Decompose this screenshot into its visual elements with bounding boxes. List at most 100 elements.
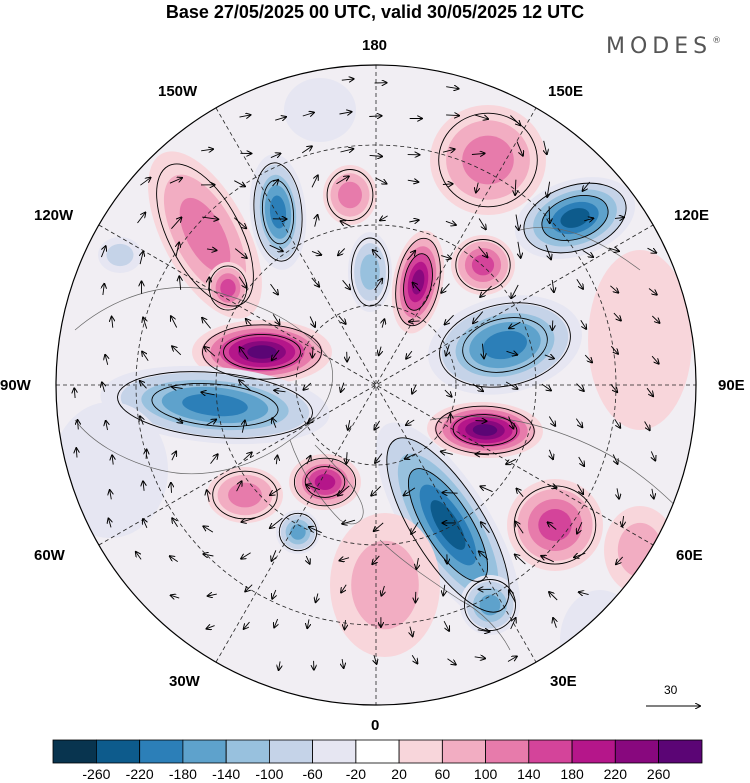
wind-vector-arrow — [545, 244, 551, 259]
wind-vector-arrow — [373, 250, 382, 260]
wind-vector-arrow — [511, 284, 519, 298]
wind-vector-arrow — [447, 658, 456, 665]
map-title: Base 27/05/2025 00 UTC, valid 30/05/2025… — [165, 2, 585, 22]
contour-line — [462, 317, 548, 373]
wind-vector-arrow — [270, 517, 283, 528]
wind-vector-arrow — [577, 522, 583, 533]
wind-vector-arrow — [143, 519, 147, 528]
wind-vector-arrow — [311, 277, 319, 287]
wind-vector-arrow — [203, 554, 214, 556]
wind-vector-arrow — [207, 490, 210, 502]
anomaly-region — [360, 254, 380, 290]
wind-vector-arrow — [576, 383, 584, 391]
wind-vector-arrow — [509, 321, 521, 328]
wind-vector-arrow — [369, 116, 381, 117]
colorbar-cell — [312, 739, 357, 764]
wind-vector-arrow — [274, 618, 277, 627]
wind-vector-arrow — [482, 343, 484, 359]
wind-vector-arrow — [143, 481, 144, 491]
wind-vector-arrow — [341, 79, 354, 80]
contour-line — [395, 237, 441, 327]
wind-vector-arrow — [140, 178, 150, 186]
wind-vector-arrow — [171, 483, 172, 493]
wind-vector-arrow — [315, 215, 318, 227]
wind-vector-arrow — [175, 418, 182, 423]
wind-vector-arrow — [74, 388, 75, 399]
wind-vector-arrow — [614, 218, 624, 219]
coastline-europe — [379, 539, 511, 651]
wind-vector-arrow — [103, 284, 104, 296]
wind-vector-arrow — [338, 315, 346, 324]
colorbar-cell — [528, 739, 573, 764]
wind-vector-arrow — [515, 179, 516, 195]
wind-vector-arrow — [245, 584, 253, 592]
wind-vector-arrow — [172, 518, 178, 527]
wind-vector-arrow — [480, 486, 493, 493]
wind-vector-arrow — [444, 389, 452, 397]
wind-vector-arrow — [647, 247, 657, 253]
wind-vector-arrow — [176, 243, 179, 257]
wind-vector-arrow — [441, 451, 453, 454]
wind-vector-arrow — [406, 419, 415, 425]
wind-vector-arrow — [171, 217, 181, 229]
meridian-line — [215, 107, 537, 663]
wind-vector-arrow — [381, 585, 384, 596]
wind-vector-arrow — [475, 421, 487, 422]
wind-vector-arrow — [648, 288, 657, 295]
wind-vector-arrow — [471, 153, 485, 154]
wind-vector-arrow — [143, 318, 147, 329]
wind-vector-arrow — [338, 485, 350, 496]
wind-vector-arrow — [549, 206, 550, 223]
wind-vector-arrow — [651, 315, 659, 323]
label-lon-90e: 90E — [718, 377, 745, 394]
wind-vector-arrow — [109, 519, 112, 528]
wind-vector-arrow — [311, 175, 318, 188]
wind-vector-arrow — [340, 558, 350, 561]
colorbar-cell — [485, 739, 530, 764]
wind-vector-arrow — [443, 493, 458, 494]
wind-vector-arrow — [342, 280, 351, 289]
wind-vector-arrow — [552, 279, 554, 292]
wind-vector-arrow — [576, 279, 583, 289]
wind-vector-arrow — [474, 114, 488, 119]
contour-line — [253, 162, 303, 262]
wind-vector-arrow — [171, 316, 178, 328]
wind-vector-arrow — [372, 555, 380, 564]
anomaly-region — [290, 524, 306, 540]
colorbar-cell — [355, 739, 400, 764]
wind-vector-arrow — [577, 484, 584, 495]
wind-vector-arrow — [505, 381, 517, 389]
wind-vector-arrow — [578, 456, 584, 466]
wind-vector-arrow — [445, 221, 456, 225]
wind-vector-arrow — [272, 349, 280, 360]
colorbar-tick-label: 220 — [603, 766, 627, 782]
wind-vector-arrow — [341, 584, 347, 593]
wind-vector-arrow — [410, 626, 413, 637]
wind-vector-arrow — [142, 352, 149, 361]
wind-vector-arrow — [269, 244, 283, 251]
wind-vector-arrow — [413, 283, 421, 292]
colorbar-cell — [139, 739, 184, 764]
wind-vector-arrow — [478, 246, 488, 258]
wind-vector-arrow — [405, 453, 416, 459]
wind-vector-arrow — [105, 355, 108, 365]
wind-vector-arrow — [547, 485, 557, 488]
wind-vector-arrow — [574, 553, 586, 557]
wind-vector-arrow — [202, 217, 218, 219]
wind-vector-arrow — [172, 387, 183, 389]
wind-vector-arrow — [382, 319, 384, 328]
colorbar-cell — [182, 739, 227, 764]
wind-vector-arrow — [272, 314, 279, 324]
wind-vector-arrow — [475, 454, 490, 455]
map-disk-border — [55, 64, 697, 706]
wind-vector-arrow — [371, 485, 382, 495]
anomaly-region — [179, 197, 231, 273]
label-lon-90w: 90W — [0, 377, 31, 394]
colorbar-cell — [398, 739, 443, 764]
anomaly-region — [479, 594, 501, 616]
wind-vector-arrow — [274, 390, 286, 392]
wind-vector-arrow — [243, 452, 252, 461]
wind-vector-arrow — [613, 454, 617, 464]
wind-vector-arrow — [583, 181, 591, 191]
colorbar-tick-label: 140 — [517, 766, 541, 782]
